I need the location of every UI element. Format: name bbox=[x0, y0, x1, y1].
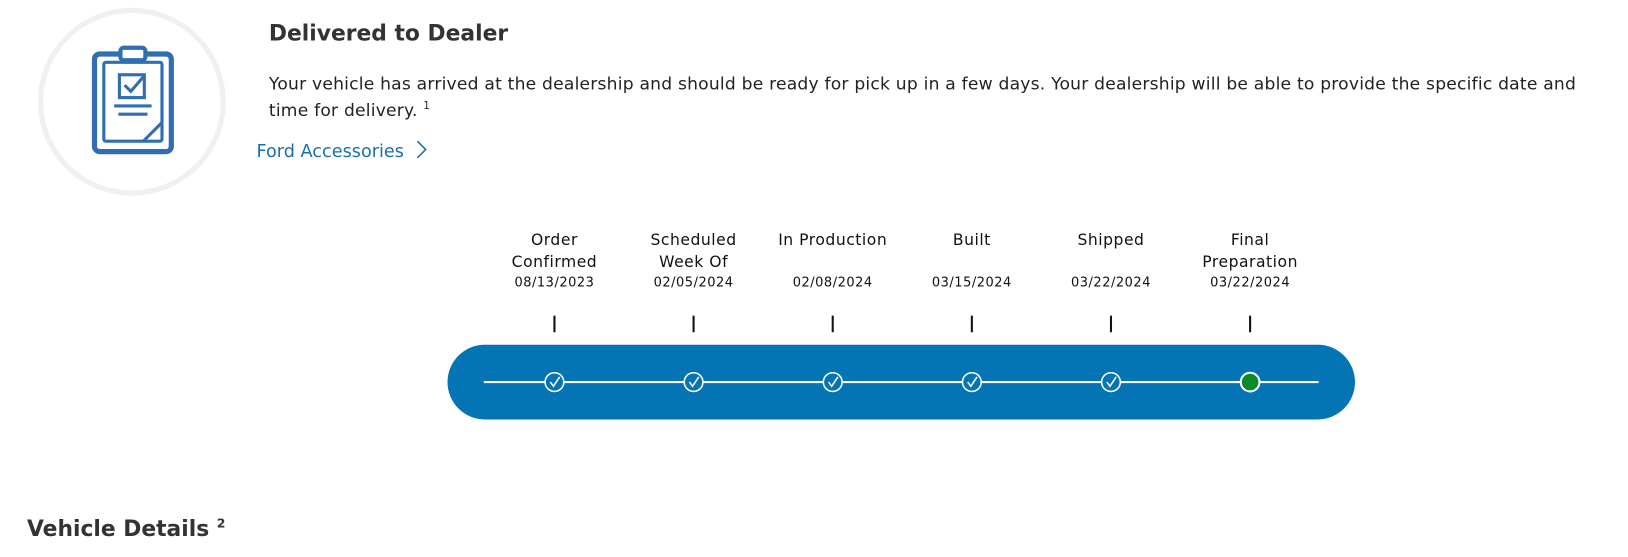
checkmark bbox=[549, 376, 561, 388]
section-footnote: 2 bbox=[216, 516, 226, 531]
step-label: Order Confirmed bbox=[511, 230, 598, 271]
link-text[interactable]: Ford Accessories bbox=[256, 141, 404, 162]
step-date: 02/05/2024 bbox=[653, 274, 734, 290]
checkmark bbox=[688, 376, 700, 388]
step-done bbox=[683, 371, 704, 393]
section-title-text: Vehicle Details bbox=[26, 516, 210, 541]
accessories-link[interactable]: Ford Accessories bbox=[256, 139, 428, 162]
status-title: Delivered to Dealer bbox=[268, 20, 509, 46]
description-text: Your vehicle has arrived at the dealersh… bbox=[268, 73, 1577, 120]
status-description: Your vehicle has arrived at the dealersh… bbox=[269, 73, 1588, 122]
status-icon bbox=[37, 7, 226, 196]
step-done bbox=[544, 371, 565, 393]
step-date: 03/22/2024 bbox=[1210, 274, 1291, 290]
current-step bbox=[1239, 371, 1261, 393]
step-done bbox=[822, 371, 843, 393]
step-date: 08/13/2023 bbox=[514, 274, 595, 290]
step-label: Built bbox=[952, 230, 991, 250]
step-date: 02/08/2024 bbox=[792, 274, 873, 290]
step-label: Scheduled Week Of bbox=[650, 230, 737, 271]
step-done bbox=[1100, 371, 1122, 393]
step-date: 03/22/2024 bbox=[1070, 274, 1151, 290]
checkmark bbox=[1106, 376, 1117, 388]
step-date: 03/15/2024 bbox=[931, 274, 1012, 290]
step-label: Shipped bbox=[1077, 230, 1145, 250]
checkmark bbox=[827, 376, 839, 388]
footnote: 1 bbox=[423, 100, 431, 113]
section-title: Vehicle Details 2 bbox=[27, 516, 225, 541]
step-done bbox=[961, 371, 982, 393]
step-label: Final Preparation bbox=[1202, 230, 1298, 271]
step-label: In Production bbox=[778, 230, 888, 250]
chevron bbox=[416, 140, 427, 159]
checkmark bbox=[967, 376, 978, 388]
